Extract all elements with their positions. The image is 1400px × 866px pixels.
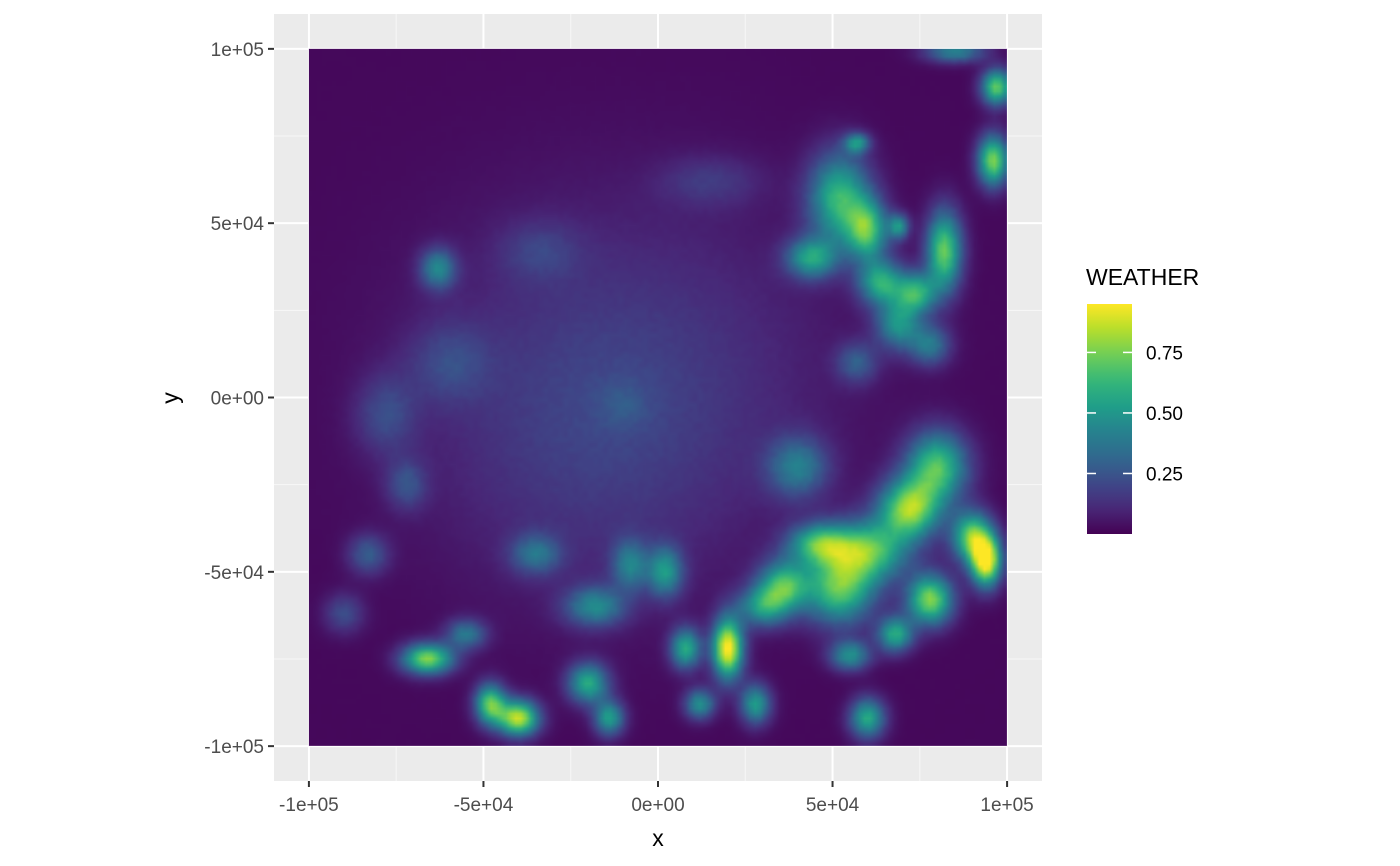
y-axis: -1e+05 -5e+04 0e+00 5e+04 1e+05 [204,40,274,758]
x-tick-label: -1e+05 [279,795,339,816]
heatmap-raster [308,48,1007,746]
legend-ticks: 0.25 0.50 0.75 [1087,343,1183,485]
legend-title: WEATHER [1086,264,1199,290]
x-tick-label: -5e+04 [454,795,514,816]
y-tick-label: -1e+05 [204,737,264,758]
y-tick-label: 0e+00 [211,389,264,410]
y-tick-label: 5e+04 [211,214,265,235]
legend-tick-label: 0.50 [1146,404,1183,425]
legend-colorbar [1087,304,1132,534]
legend: WEATHER 0.25 0.50 0.75 [1086,264,1199,534]
y-tick-label: 1e+05 [211,40,264,61]
x-tick-label: 1e+05 [980,795,1033,816]
x-tick-label: 0e+00 [631,795,684,816]
legend-tick-label: 0.25 [1146,464,1183,485]
x-axis-title: x [652,825,664,851]
legend-tick-label: 0.75 [1146,343,1183,364]
y-axis-title: y [157,392,183,404]
x-axis: -1e+05 -5e+04 0e+00 5e+04 1e+05 [279,781,1034,816]
x-tick-label: 5e+04 [806,795,860,816]
y-tick-label: -5e+04 [204,563,264,584]
